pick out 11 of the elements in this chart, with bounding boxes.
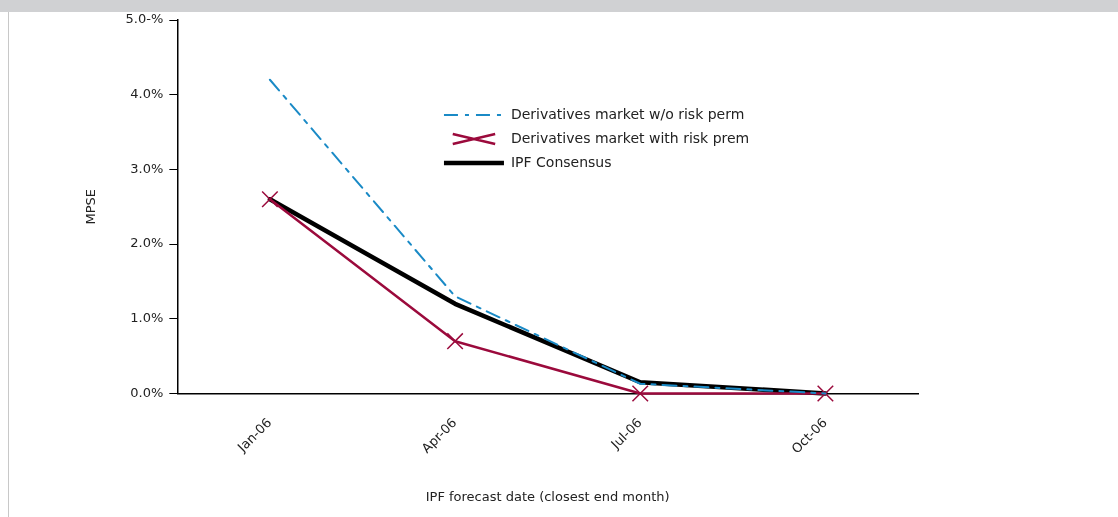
x-axis-title: IPF forecast date (closest end month): [425, 488, 670, 504]
legend-label: Derivatives market with risk prem: [510, 129, 750, 146]
legend-label: IPF Consensus: [510, 153, 612, 170]
y-tick-label: 3.0%: [130, 160, 164, 176]
y-tick-label: 0.0%: [130, 384, 164, 400]
y-tick-label: 1.0%: [130, 310, 164, 326]
legend-label: Derivatives market w/o risk perm: [510, 105, 745, 122]
y-tick-label: 2.0%: [130, 235, 164, 251]
y-tick-label: 4.0%: [130, 86, 164, 102]
y-tick-label: 5.0-%: [125, 11, 164, 27]
y-axis-title: MPSE: [83, 188, 99, 225]
